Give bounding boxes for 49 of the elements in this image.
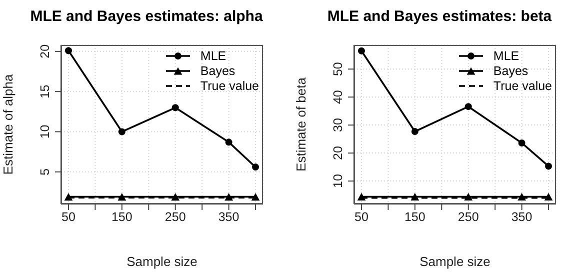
y-axis-title: Estimate of alpha [0,74,16,175]
point [464,103,472,110]
point [171,192,180,201]
y-tick-label: 10 [38,124,52,139]
y-tick-label: 5 [38,168,52,176]
y-tick-label: 30 [331,118,345,132]
x-axis-title: Sample size [420,254,490,269]
y-tick-label: 20 [331,146,345,160]
x-tick-label: 150 [111,210,132,224]
point [544,192,553,201]
legend-label: True value [493,78,552,92]
point [64,192,73,201]
point [252,164,260,171]
point [225,138,232,146]
x-tick-label: 250 [458,210,479,224]
legend-label: True value [200,78,259,92]
legend-label: MLE [493,48,520,62]
y-tick-label: 15 [38,84,52,99]
x-axis-title: Sample size [126,254,198,269]
point [410,192,420,201]
point [118,192,126,201]
x-tick-label: 350 [511,210,532,224]
point [172,104,179,112]
point [518,139,526,146]
y-tick-label: 20 [38,44,52,58]
x-tick-label: 250 [164,210,186,224]
x-tick-label: 50 [62,210,76,224]
y-tick-label: 10 [331,174,345,188]
legend-label: Bayes [200,64,236,78]
x-tick-label: 150 [404,210,426,224]
x-tick-label: 50 [354,210,368,224]
point [518,192,526,201]
point [64,47,72,54]
point [251,192,260,201]
point [411,128,418,135]
y-tick-label: 50 [331,62,345,76]
y-axis-title: Estimate of beta [294,76,309,172]
point [224,192,233,201]
point [118,128,126,136]
x-tick-label: 350 [218,210,240,224]
y-tick-label: 40 [331,90,345,104]
point [545,162,552,170]
chart-title: MLE and Bayes estimates: beta [326,8,553,25]
chart-title: MLE and Bayes estimates: alpha [29,8,264,25]
point [358,47,365,54]
point [357,192,366,201]
legend-label: MLE [200,48,226,62]
legend-label: Bayes [493,64,528,78]
point [464,192,473,201]
